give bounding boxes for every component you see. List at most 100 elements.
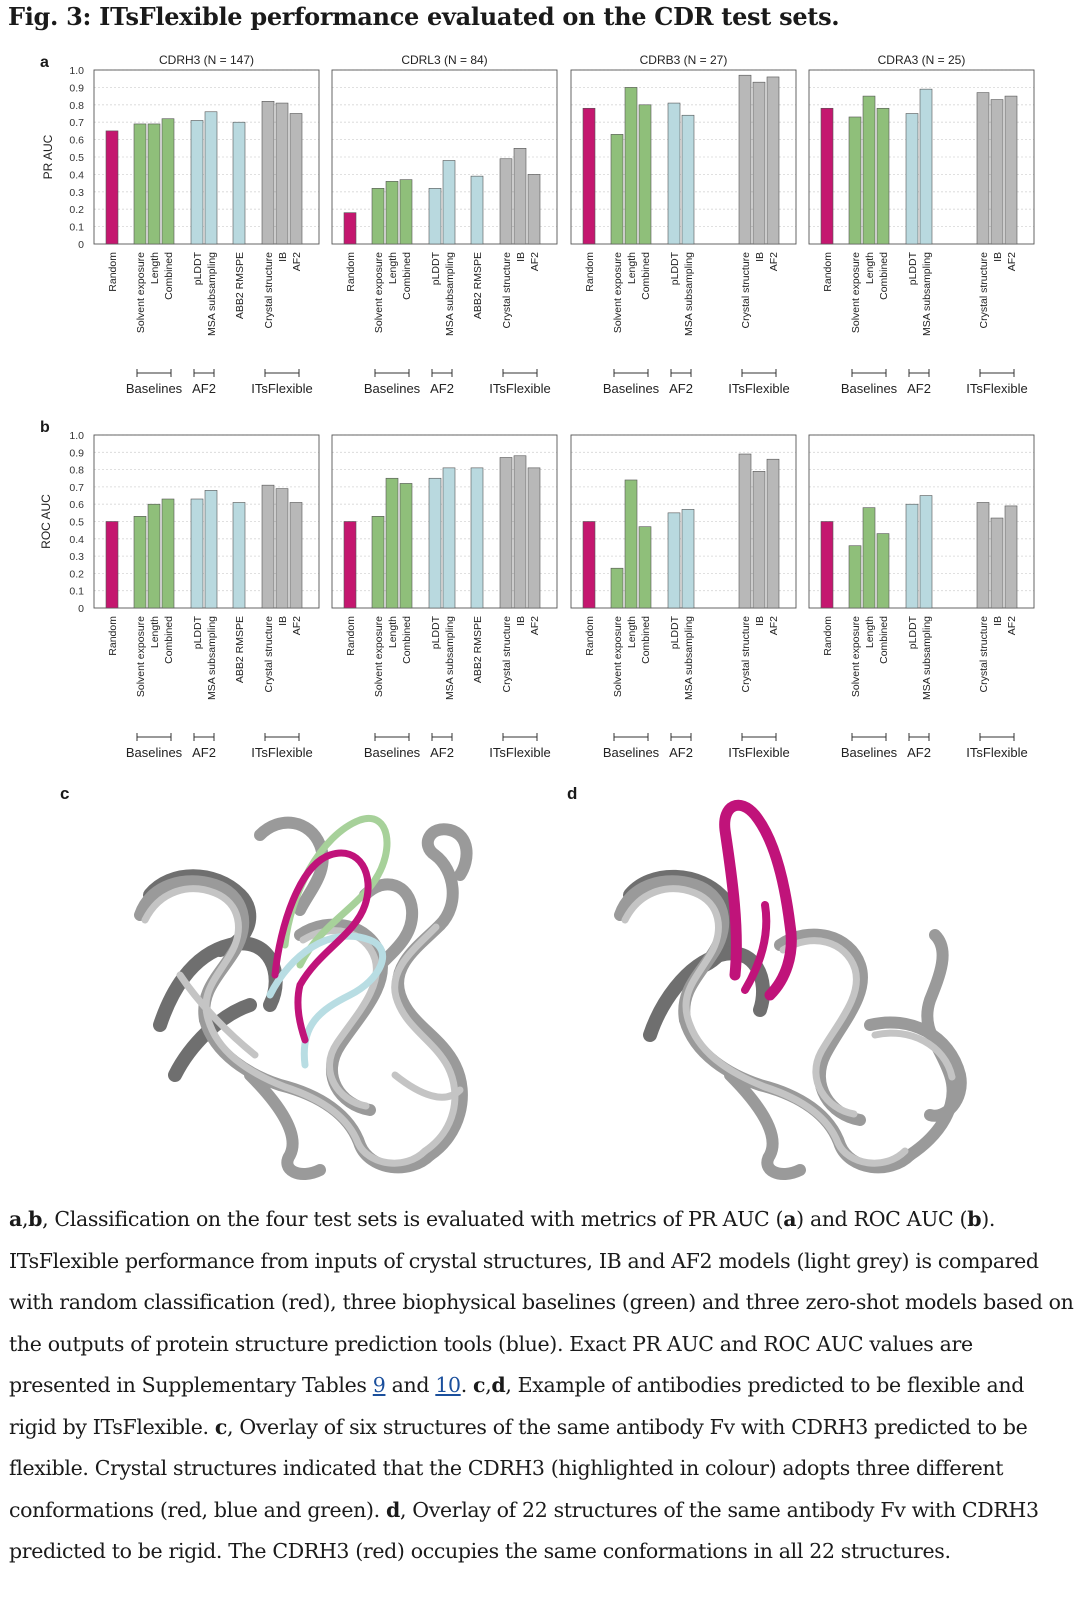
protein-overlay-flexible: c [60, 784, 473, 1180]
x-tick-label: MSA subsampling [921, 616, 933, 700]
x-tick-label: Combined [640, 616, 652, 664]
bar [133, 516, 147, 609]
group-label: Baselines [126, 745, 183, 760]
group-label: ITsFlexible [251, 745, 312, 760]
y-tick-label: 0.6 [69, 499, 84, 511]
supp-table-10-link[interactable]: 10 [435, 1373, 461, 1397]
x-tick-label: Solvent exposure [135, 616, 147, 697]
bar-charts: a PR AUC 0 0.1 0.2 0.3 0.4 0.5 0.6 0.7 0.8 0.9 1.0 CD… [39, 53, 1035, 760]
x-tick-label: Solvent exposure [373, 252, 385, 333]
bar [161, 498, 175, 609]
x-tick-label: Random [584, 252, 596, 292]
bar [876, 107, 890, 245]
x-tick-label: Random [345, 616, 357, 656]
bar [862, 507, 876, 609]
y-tick-label: 0 [78, 239, 84, 251]
y-tick-label: 0.2 [69, 204, 84, 216]
x-tick-label: Combined [640, 252, 652, 300]
bar [848, 116, 862, 245]
group-label: AF2 [669, 381, 693, 396]
bar [147, 123, 161, 245]
x-tick-label: Random [107, 252, 119, 292]
bar [681, 114, 695, 245]
x-tick-label: Length [626, 616, 638, 648]
y-tick-label: 0.6 [69, 135, 84, 147]
panel-label-b: b [40, 419, 50, 436]
x-tick-label: Random [822, 252, 834, 292]
bar [371, 516, 385, 609]
x-tick-label: Crystal structure [978, 252, 990, 329]
bar [667, 102, 681, 245]
bar [1004, 505, 1018, 609]
x-tick-label: pLDDT [430, 615, 442, 649]
bar [919, 495, 933, 609]
group-label: Baselines [126, 381, 183, 396]
group-label: Baselines [603, 745, 660, 760]
bar [905, 113, 919, 245]
panel-label-a: a [40, 54, 49, 71]
y-tick-label: 0.1 [69, 222, 84, 234]
bar [385, 477, 399, 609]
group-label: Baselines [841, 381, 898, 396]
group-label: AF2 [192, 745, 216, 760]
bar [261, 484, 275, 609]
subplot-title: CDRB3 (N = 27) [640, 53, 728, 67]
bar [738, 74, 752, 245]
bar [499, 457, 513, 609]
bar [919, 88, 933, 245]
bar [105, 130, 119, 245]
x-tick-label: IB [277, 252, 289, 262]
group-label: ITsFlexible [251, 381, 312, 396]
x-tick-label: MSA subsampling [921, 252, 933, 336]
bar [990, 99, 1004, 245]
bar [428, 477, 442, 609]
x-tick-label: AF2 [529, 616, 541, 635]
x-tick-label: Solvent exposure [612, 616, 624, 697]
bar [990, 517, 1004, 609]
group-label: AF2 [907, 745, 931, 760]
bar [610, 567, 624, 609]
x-tick-label: Solvent exposure [373, 616, 385, 697]
supp-table-9-link[interactable]: 9 [372, 1373, 386, 1397]
bar [289, 502, 303, 609]
bar [190, 498, 204, 609]
bar [442, 467, 456, 609]
bar [638, 526, 652, 609]
y-tick-label: 0.3 [69, 551, 84, 563]
panel-label-d: d [567, 784, 577, 803]
x-tick-label: IB [992, 616, 1004, 626]
x-tick-label: Length [387, 252, 399, 284]
x-tick-label: ABB2 RMSPE [234, 616, 246, 683]
cdrh3-conformations [266, 814, 391, 1069]
x-tick-label: Length [864, 616, 876, 648]
y-tick-label: 0 [78, 603, 84, 615]
x-tick-label: MSA subsampling [683, 616, 695, 700]
y-tick-label: 1.0 [69, 430, 84, 442]
bar [624, 479, 638, 609]
group-label: ITsFlexible [489, 745, 550, 760]
x-tick-label: AF2 [291, 616, 303, 635]
x-tick-label: Combined [878, 616, 890, 664]
y-tick-label: 0.8 [69, 465, 84, 477]
x-tick-label: IB [515, 252, 527, 262]
bar [232, 502, 246, 609]
x-tick-label: MSA subsampling [444, 252, 456, 336]
x-tick-label: Random [822, 616, 834, 656]
protein-overlay-rigid: d [567, 784, 967, 1180]
group-label: AF2 [192, 381, 216, 396]
bar [513, 455, 527, 609]
subplot-title: CDRA3 (N = 25) [878, 53, 966, 67]
bar [147, 503, 161, 609]
bar [527, 467, 541, 609]
bar [261, 101, 275, 245]
x-tick-label: AF2 [529, 252, 541, 271]
x-tick-label: Solvent exposure [612, 252, 624, 333]
x-tick-label: AF2 [1006, 616, 1018, 635]
y-tick-label: 0.7 [69, 117, 84, 129]
y-tick-label: 1.0 [69, 65, 84, 77]
x-tick-label: IB [754, 616, 766, 626]
cdrh3-red-conformation [271, 849, 372, 1044]
x-tick-label: ABB2 RMSPE [234, 252, 246, 319]
bar [610, 134, 624, 245]
x-tick-label: Length [626, 252, 638, 284]
